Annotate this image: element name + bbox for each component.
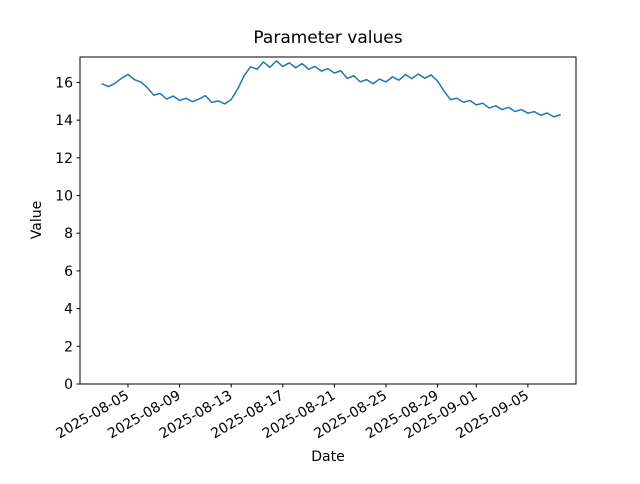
data-series [101,60,561,118]
chart-title: Parameter values [253,28,402,48]
y-tick-label: 2 [64,339,73,355]
y-tick-label: 0 [64,377,73,393]
y-tick-label: 10 [55,189,73,205]
y-axis-label: Value [29,201,45,239]
axes-spines [79,56,577,385]
y-tick-label: 4 [64,302,73,318]
x-axis-label: Date [311,449,344,465]
y-tick-label: 14 [55,113,73,129]
parameter-line [101,60,561,118]
y-tick-label: 8 [64,226,73,242]
y-tick-label: 16 [55,75,73,91]
y-tick-label: 12 [55,151,73,167]
x-axis-ticks: 2025-08-052025-08-092025-08-132025-08-17… [54,384,532,442]
y-tick-label: 6 [64,264,73,280]
y-axis-ticks: 0 2 4 6 8 10 12 14 16 [55,75,80,393]
